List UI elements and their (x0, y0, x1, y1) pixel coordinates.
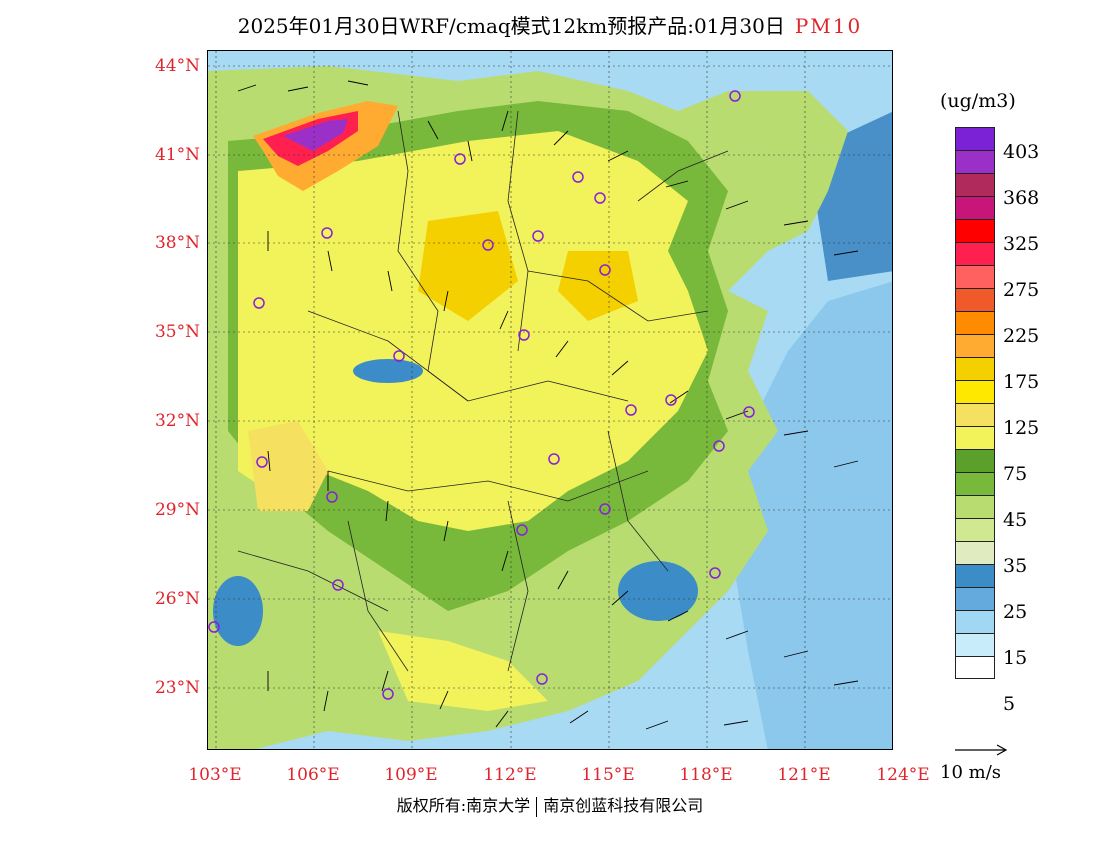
legend-label-325: 325 (1003, 233, 1040, 255)
legend-swatch (955, 173, 995, 196)
legend-swatch (955, 357, 995, 380)
legend-swatch (955, 541, 995, 564)
lon-label-115: 115°E (581, 765, 635, 785)
legend-swatch (955, 403, 995, 426)
lat-label-44: 44°N (154, 56, 200, 76)
legend-swatch (955, 242, 995, 265)
lat-label-41: 41°N (154, 145, 200, 165)
map-canvas (208, 51, 892, 749)
south-yellow (378, 631, 548, 711)
copyright-footer: 版权所有:南京大学 南京创蓝科技有限公司 (0, 792, 1100, 817)
lon-label-124: 124°E (876, 765, 930, 785)
color-legend (955, 127, 995, 679)
legend-swatch (955, 311, 995, 334)
legend-swatch (955, 288, 995, 311)
legend-label-125: 125 (1003, 417, 1040, 439)
land-yellow-core (238, 131, 708, 531)
lat-label-29: 29°N (154, 500, 200, 520)
legend-swatch (955, 564, 995, 587)
province-boundaries (237, 110, 729, 672)
southwest-low-patch (213, 576, 263, 646)
legend-swatch (955, 334, 995, 357)
pm10-map (207, 50, 893, 750)
legend-swatch (955, 265, 995, 288)
legend-unit: (ug/m3) (940, 90, 1016, 112)
chart-title: 2025年01月30日WRF/cmaq模式12km预报产品:01月30日 PM10 (0, 10, 1100, 39)
lat-label-26: 26°N (154, 589, 200, 609)
sichuan-yellow (248, 421, 328, 511)
legend-label-35: 35 (1003, 555, 1028, 577)
legend-swatch (955, 633, 995, 656)
legend-label-15: 15 (1003, 647, 1028, 669)
lon-label-109: 109°E (384, 765, 438, 785)
lon-label-121: 121°E (777, 765, 831, 785)
title-main: 2025年01月30日WRF/cmaq模式12km预报产品:01月30日 (237, 14, 785, 38)
legend-label-403: 403 (1003, 141, 1040, 163)
legend-label-368: 368 (1003, 187, 1040, 209)
legend-swatch (955, 472, 995, 495)
legend-swatch (955, 610, 995, 633)
legend-swatch (955, 495, 995, 518)
legend-swatch (955, 656, 995, 679)
legend-label-25: 25 (1003, 601, 1028, 623)
legend-swatch (955, 449, 995, 472)
legend-swatch (955, 219, 995, 242)
map-gridlines (208, 51, 892, 749)
legend-label-5: 5 (1003, 693, 1016, 715)
legend-swatch (955, 196, 995, 219)
central-orange (418, 211, 518, 321)
east-sea-region (728, 281, 892, 749)
legend-swatch (955, 426, 995, 449)
legend-swatch (955, 518, 995, 541)
legend-label-75: 75 (1003, 463, 1028, 485)
lat-label-38: 38°N (154, 233, 200, 253)
legend-swatch (955, 127, 995, 150)
lat-label-35: 35°N (154, 322, 200, 342)
hebei-orange (558, 251, 638, 321)
southeast-low-patch (618, 561, 698, 621)
legend-swatch (955, 587, 995, 610)
lon-label-118: 118°E (679, 765, 733, 785)
legend-label-225: 225 (1003, 325, 1040, 347)
legend-label-175: 175 (1003, 371, 1040, 393)
legend-label-45: 45 (1003, 509, 1028, 531)
lon-label-103: 103°E (188, 765, 242, 785)
city-markers (208, 90, 755, 700)
footer-separator (536, 796, 538, 817)
lat-label-23: 23°N (154, 678, 200, 698)
wind-scale-arrow (955, 744, 1008, 756)
lon-label-106: 106°E (286, 765, 340, 785)
lat-label-32: 32°N (154, 411, 200, 431)
legend-swatch (955, 150, 995, 173)
title-pollutant: PM10 (794, 14, 863, 38)
footer-left: 版权所有:南京大学 (396, 796, 531, 815)
plume-purple (283, 119, 348, 151)
footer-right: 南京创蓝科技有限公司 (543, 796, 704, 815)
lon-label-112: 112°E (483, 765, 537, 785)
legend-label-275: 275 (1003, 279, 1040, 301)
legend-swatch (955, 380, 995, 403)
wind-scale-label: 10 m/s (940, 762, 1001, 783)
lake-patch (353, 359, 423, 383)
